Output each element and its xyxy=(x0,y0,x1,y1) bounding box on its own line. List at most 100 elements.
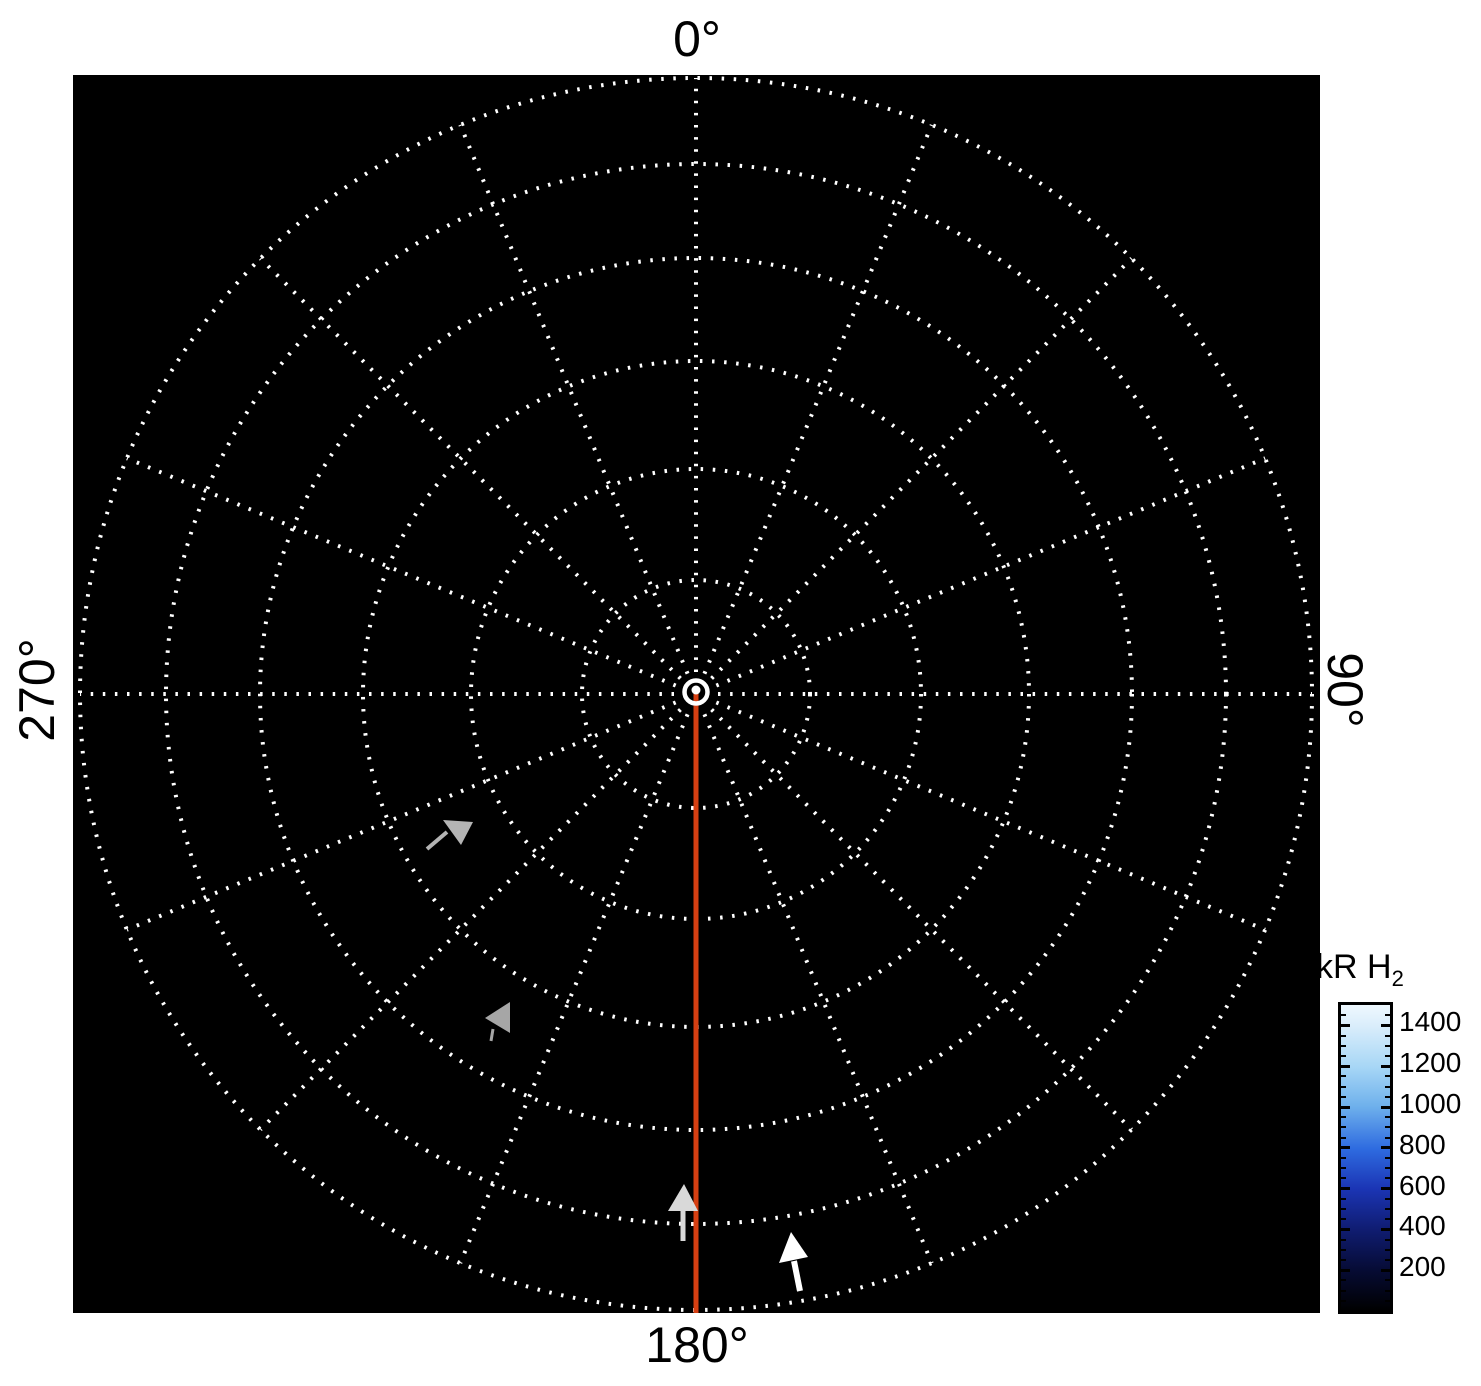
pole-dot xyxy=(691,685,701,695)
colorbar-minor-tick xyxy=(1385,1095,1390,1098)
grid-circle-75deg xyxy=(164,162,1228,1226)
colorbar-minor-tick xyxy=(1385,1157,1390,1159)
arrow-1-shaft xyxy=(425,830,449,851)
grid-circle-15deg xyxy=(580,578,812,810)
arrow-3-head xyxy=(668,1184,698,1211)
angle-label-90: 90° xyxy=(1317,652,1373,728)
colorbar-major-tick xyxy=(1381,1268,1390,1272)
colorbar-minor-tick xyxy=(1385,1177,1390,1180)
colorbar-minor-tick xyxy=(1385,1136,1390,1139)
colorbar-major-tick xyxy=(1381,1023,1390,1027)
colorbar-minor-tick xyxy=(1341,1238,1346,1241)
grid-spoke-157.5deg xyxy=(702,713,934,1264)
grid-circle-45deg xyxy=(361,359,1031,1029)
grid-spoke-247.5deg xyxy=(126,700,677,932)
colorbar-major-tick xyxy=(1341,1227,1350,1231)
colorbar-minor-tick xyxy=(1341,1289,1346,1292)
colorbar-minor-tick xyxy=(1341,1085,1346,1088)
colorbar-major-tick xyxy=(1381,1146,1390,1150)
grid-spoke-225deg xyxy=(259,708,682,1131)
colorbar-minor-tick xyxy=(1385,1034,1390,1037)
colorbar-minor-tick xyxy=(1341,1248,1346,1251)
grid-spoke-202.5deg xyxy=(458,713,690,1264)
colorbar-major-tick xyxy=(1381,1064,1390,1068)
colorbar-major-tick xyxy=(1381,1187,1390,1191)
grid-spoke-22.5deg xyxy=(702,124,934,675)
colorbar-major-tick xyxy=(1341,1023,1350,1027)
colorbar-title-subscript: 2 xyxy=(1391,965,1404,991)
colorbar-minor-tick xyxy=(1341,1259,1346,1261)
colorbar-minor-tick xyxy=(1385,1085,1390,1088)
colorbar-tick-label: 800 xyxy=(1399,1128,1446,1160)
colorbar-minor-tick xyxy=(1385,1126,1390,1129)
colorbar-tick-label: 200 xyxy=(1399,1251,1446,1283)
colorbar-minor-tick xyxy=(1341,1299,1346,1302)
arrow-2-shaft xyxy=(489,1028,495,1042)
colorbar-minor-tick xyxy=(1385,1044,1390,1047)
colorbar-major-tick xyxy=(1381,1227,1390,1231)
colorbar-minor-tick xyxy=(1341,1044,1346,1047)
colorbar-title-main: kR H xyxy=(1316,948,1392,986)
colorbar-major-tick xyxy=(1341,1105,1350,1109)
colorbar-major-tick xyxy=(1381,1105,1390,1109)
colorbar-minor-tick xyxy=(1385,1014,1390,1017)
grid-spoke-45deg xyxy=(710,257,1133,680)
grid-spoke-67.5deg xyxy=(715,456,1266,688)
colorbar-tick-label: 1000 xyxy=(1399,1088,1462,1119)
arrow-1-head xyxy=(443,820,473,845)
colorbar-minor-tick xyxy=(1341,1034,1346,1037)
colorbar-tick-label: 1200 xyxy=(1399,1047,1462,1079)
polar-plot-area xyxy=(73,75,1320,1313)
colorbar-minor-tick xyxy=(1341,1279,1346,1282)
grid-spoke-315deg xyxy=(259,257,682,680)
colorbar-minor-tick xyxy=(1341,1208,1346,1210)
grid-spoke-292.5deg xyxy=(126,456,677,688)
colorbar-minor-tick xyxy=(1385,1218,1390,1221)
colorbar-minor-tick xyxy=(1385,1116,1390,1119)
colorbar-minor-tick xyxy=(1341,1136,1346,1139)
angle-label-270: 270° xyxy=(9,638,65,742)
grid-circle-60deg xyxy=(258,256,1134,1132)
colorbar-minor-tick xyxy=(1341,1116,1346,1119)
pole-ring xyxy=(682,678,710,706)
colorbar-minor-tick xyxy=(1385,1248,1390,1251)
colorbar-minor-tick xyxy=(1385,1197,1390,1200)
colorbar-major-tick xyxy=(1341,1146,1350,1150)
colorbar-minor-tick xyxy=(1341,1095,1346,1098)
colorbar-minor-tick xyxy=(1341,1075,1346,1078)
colorbar-minor-tick xyxy=(1341,1197,1346,1200)
colorbar-minor-tick xyxy=(1341,1167,1346,1170)
colorbar-minor-tick xyxy=(1385,1289,1390,1292)
colorbar-minor-tick xyxy=(1341,1055,1346,1057)
colorbar-minor-tick xyxy=(1385,1055,1390,1057)
grid-spoke-135deg xyxy=(710,708,1133,1131)
colorbar-minor-tick xyxy=(1385,1208,1390,1210)
angle-label-0: 0° xyxy=(673,11,721,67)
colorbar-minor-tick xyxy=(1341,1126,1346,1129)
colorbar-minor-tick xyxy=(1341,1157,1346,1159)
colorbar-major-tick xyxy=(1341,1064,1350,1068)
colorbar-minor-tick xyxy=(1385,1167,1390,1170)
colorbar-minor-tick xyxy=(1385,1075,1390,1078)
colorbar-minor-tick xyxy=(1385,1279,1390,1282)
colorbar xyxy=(1338,1002,1393,1314)
colorbar-minor-tick xyxy=(1385,1259,1390,1261)
colorbar-title: kR H2 xyxy=(1316,950,1404,990)
colorbar-tick-label: 600 xyxy=(1399,1169,1446,1201)
arrow-4-head xyxy=(779,1232,808,1263)
arrow-2-head xyxy=(485,1002,510,1033)
grid-spoke-112.5deg xyxy=(715,700,1266,932)
colorbar-minor-tick xyxy=(1341,1218,1346,1221)
colorbar-minor-tick xyxy=(1385,1238,1390,1241)
colorbar-tick-label: 400 xyxy=(1399,1210,1446,1242)
colorbar-tick-label: 1400 xyxy=(1399,1006,1462,1038)
colorbar-major-tick xyxy=(1341,1187,1350,1191)
colorbar-major-tick xyxy=(1341,1268,1350,1272)
angle-label-180: 180° xyxy=(645,1317,749,1373)
colorbar-minor-tick xyxy=(1385,1299,1390,1302)
colorbar-minor-tick xyxy=(1341,1014,1346,1017)
grid-spoke-337.5deg xyxy=(458,124,690,675)
colorbar-minor-tick xyxy=(1341,1177,1346,1180)
arrow-4-shaft xyxy=(791,1260,803,1292)
